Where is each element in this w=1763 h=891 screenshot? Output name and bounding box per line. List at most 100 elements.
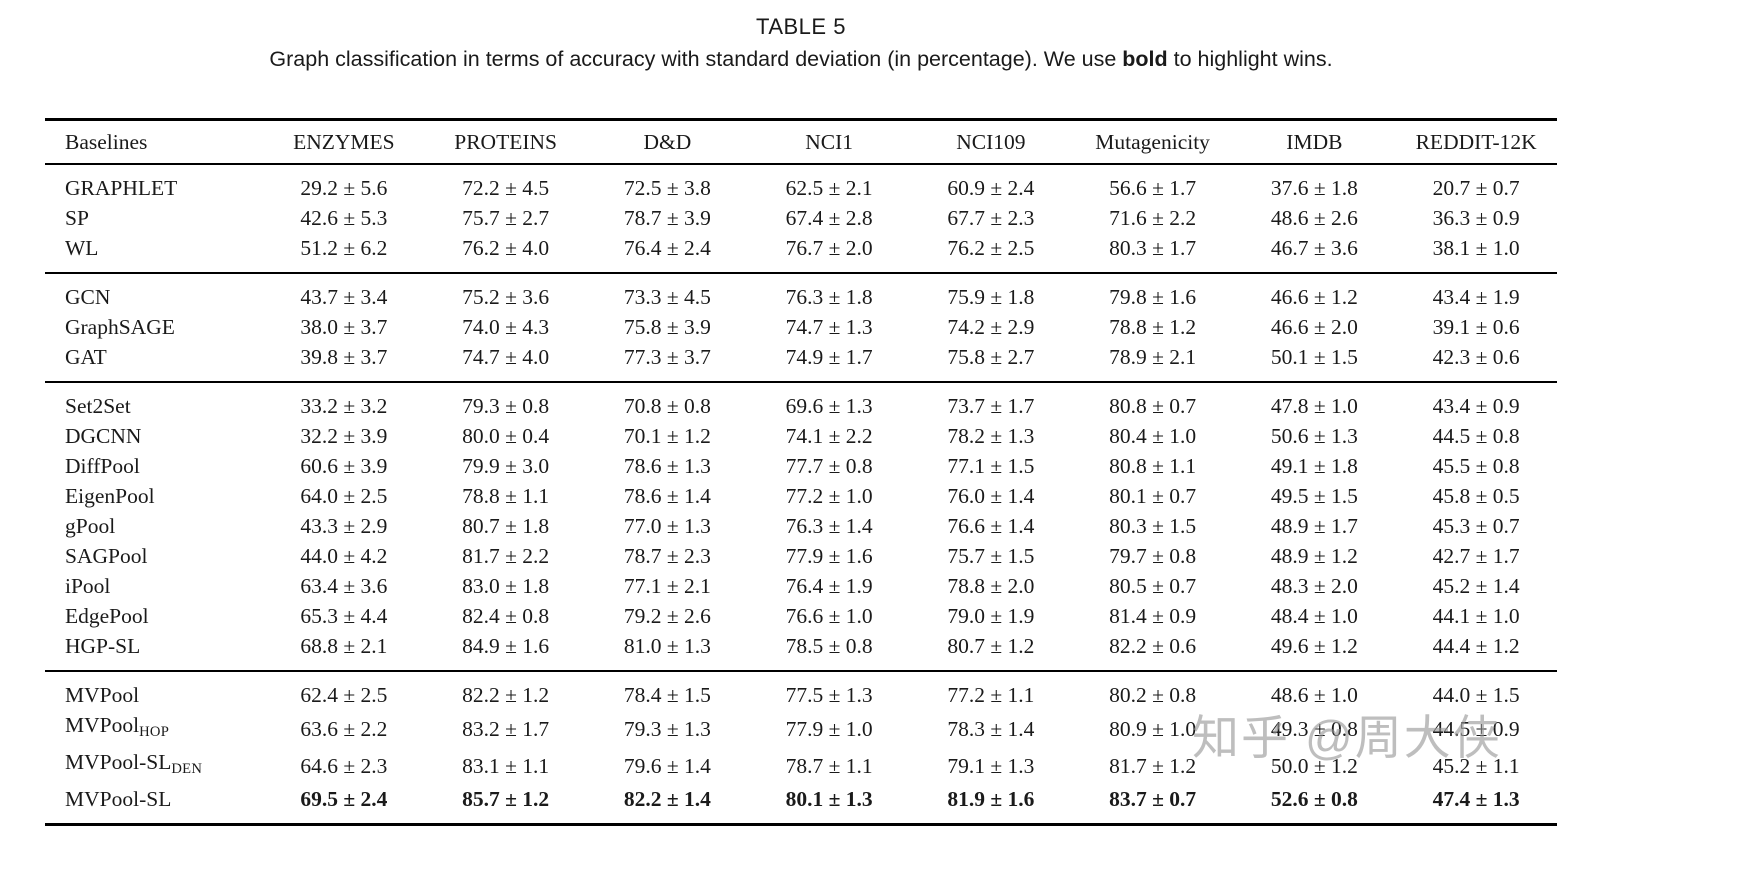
metric-cell: 45.3 ± 0.7 (1432, 514, 1520, 538)
metric-cell: 81.4 ± 0.9 (1109, 604, 1197, 628)
row-label: gPool (65, 514, 116, 538)
metric-cell: 62.5 ± 2.1 (785, 176, 873, 200)
metric-cell: 78.6 ± 1.3 (623, 454, 711, 478)
metric-cell: 78.7 ± 3.9 (623, 206, 711, 230)
metric-cell: 50.6 ± 1.3 (1270, 424, 1358, 448)
metric-cell: 77.7 ± 0.8 (785, 454, 873, 478)
metric-cell: 75.7 ± 1.5 (947, 544, 1035, 568)
table-row: SAGPool 44.0 ± 4.2 81.7 ± 2.2 78.7 ± 2.3 77.… (45, 541, 1557, 571)
metric-cell: 72.2 ± 4.5 (462, 176, 550, 200)
metric-cell: 78.9 ± 2.1 (1109, 345, 1197, 369)
metric-cell: 74.7 ± 1.3 (785, 315, 873, 339)
metric-cell: 77.2 ± 1.0 (785, 484, 873, 508)
metric-cell: 39.8 ± 3.7 (300, 345, 388, 369)
metric-cell: 48.9 ± 1.2 (1270, 544, 1358, 568)
metric-cell: 76.4 ± 2.4 (623, 236, 711, 260)
table-row: DGCNN 32.2 ± 3.9 80.0 ± 0.4 70.1 ± 1.2 74.1 … (45, 421, 1557, 451)
row-label-subscript: DEN (171, 761, 203, 778)
table-row: MVPool-SL 69.5 ± 2.4 85.7 ± 1.2 82.2 ± 1.4 8… (45, 784, 1557, 825)
table-row: MVPool-SLDEN 64.6 ± 2.3 83.1 ± 1.1 79.6 ± 1… (45, 747, 1557, 784)
metric-cell: 43.4 ± 0.9 (1432, 394, 1520, 418)
metric-cell: 33.2 ± 3.2 (300, 394, 388, 418)
row-label: GraphSAGE (65, 315, 175, 339)
metric-cell: 49.5 ± 1.5 (1270, 484, 1358, 508)
metric-cell: 85.7 ± 1.2 (462, 787, 550, 812)
table-row: gPool 43.3 ± 2.9 80.7 ± 1.8 77.0 ± 1.3 76.3 … (45, 511, 1557, 541)
metric-cell: 79.6 ± 1.4 (623, 753, 711, 778)
metric-cell: 44.0 ± 1.5 (1432, 683, 1520, 707)
metric-cell: 78.8 ± 1.2 (1109, 315, 1197, 339)
metric-cell: 77.3 ± 3.7 (623, 345, 711, 369)
row-label: GRAPHLET (65, 176, 178, 200)
metric-cell: 64.6 ± 2.3 (300, 753, 388, 778)
metric-cell: 77.0 ± 1.3 (623, 514, 711, 538)
metric-cell: 77.1 ± 2.1 (623, 574, 711, 598)
metric-cell: 82.4 ± 0.8 (462, 604, 550, 628)
metric-cell: 76.6 ± 1.4 (947, 514, 1035, 538)
metric-cell: 79.9 ± 3.0 (462, 454, 550, 478)
metric-cell: 77.2 ± 1.1 (947, 683, 1035, 707)
metric-cell: 76.3 ± 1.4 (785, 514, 873, 538)
metric-cell: 79.1 ± 1.3 (947, 753, 1035, 778)
metric-cell: 70.8 ± 0.8 (623, 394, 711, 418)
metric-cell: 78.7 ± 1.1 (785, 753, 873, 778)
metric-cell: 47.4 ± 1.3 (1432, 787, 1520, 812)
metric-cell: 80.7 ± 1.2 (947, 634, 1035, 658)
metric-cell: 75.8 ± 3.9 (623, 315, 711, 339)
column-header-dataset: D&D (643, 130, 692, 154)
caption-prefix: Graph classification in terms of accurac… (269, 47, 1123, 71)
table-row: MVPoolHOP 63.6 ± 2.2 83.2 ± 1.7 79.3 ± 1.3 7… (45, 710, 1557, 747)
metric-cell: 78.2 ± 1.3 (947, 424, 1035, 448)
metric-cell: 67.4 ± 2.8 (785, 206, 873, 230)
row-label: EdgePool (65, 604, 149, 628)
metric-cell: 67.7 ± 2.3 (947, 206, 1035, 230)
metric-cell: 80.5 ± 0.7 (1109, 574, 1197, 598)
metric-cell: 78.7 ± 2.3 (623, 544, 711, 568)
row-group-graph-kernels: GRAPHLET 29.2 ± 5.6 72.2 ± 4.5 72.5 ± 3.8 62… (45, 164, 1557, 273)
metric-cell: 78.8 ± 2.0 (947, 574, 1035, 598)
metric-cell: 84.9 ± 1.6 (462, 634, 550, 658)
metric-cell: 44.5 ± 0.9 (1432, 716, 1520, 741)
column-header-dataset: PROTEINS (454, 130, 557, 154)
metric-cell: 50.0 ± 1.2 (1270, 753, 1358, 778)
metric-cell: 46.6 ± 1.2 (1270, 285, 1358, 309)
metric-cell: 46.7 ± 3.6 (1270, 236, 1358, 260)
paper-page: TABLE 5 Graph classification in terms of… (0, 14, 1763, 891)
metric-cell: 38.1 ± 1.0 (1432, 236, 1520, 260)
table-row: SP 42.6 ± 5.3 75.7 ± 2.7 78.7 ± 3.9 67.4 ± 2… (45, 203, 1557, 233)
metric-cell: 43.4 ± 1.9 (1432, 285, 1520, 309)
metric-cell: 76.2 ± 2.5 (947, 236, 1035, 260)
metric-cell: 77.1 ± 1.5 (947, 454, 1035, 478)
metric-cell: 78.3 ± 1.4 (947, 716, 1035, 741)
metric-cell: 49.3 ± 0.8 (1270, 716, 1358, 741)
metric-cell: 64.0 ± 2.5 (300, 484, 388, 508)
metric-cell: 46.6 ± 2.0 (1270, 315, 1358, 339)
metric-cell: 76.4 ± 1.9 (785, 574, 873, 598)
metric-cell: 80.1 ± 1.3 (785, 787, 873, 812)
column-header-dataset: ENZYMES (293, 130, 395, 154)
metric-cell: 43.7 ± 3.4 (300, 285, 388, 309)
metric-cell: 77.9 ± 1.6 (785, 544, 873, 568)
row-label: MVPool-SL (65, 787, 172, 812)
metric-cell: 83.2 ± 1.7 (462, 716, 550, 741)
metric-cell: 80.9 ± 1.0 (1109, 716, 1197, 741)
metric-cell: 36.3 ± 0.9 (1432, 206, 1520, 230)
metric-cell: 79.8 ± 1.6 (1109, 285, 1197, 309)
metric-cell: 32.2 ± 3.9 (300, 424, 388, 448)
metric-cell: 70.1 ± 1.2 (623, 424, 711, 448)
metric-cell: 75.8 ± 2.7 (947, 345, 1035, 369)
metric-cell: 75.9 ± 1.8 (947, 285, 1035, 309)
metric-cell: 42.3 ± 0.6 (1432, 345, 1520, 369)
table-row: GraphSAGE 38.0 ± 3.7 74.0 ± 4.3 75.8 ± 3.9 7… (45, 312, 1557, 342)
metric-cell: 45.5 ± 0.8 (1432, 454, 1520, 478)
table-row: WL 51.2 ± 6.2 76.2 ± 4.0 76.4 ± 2.4 76.7 ± 2… (45, 233, 1557, 273)
metric-cell: 80.1 ± 0.7 (1109, 484, 1197, 508)
metric-cell: 82.2 ± 1.2 (462, 683, 550, 707)
metric-cell: 75.7 ± 2.7 (462, 206, 550, 230)
metric-cell: 77.9 ± 1.0 (785, 716, 873, 741)
column-header-baselines: Baselines (65, 130, 148, 154)
metric-cell: 43.3 ± 2.9 (300, 514, 388, 538)
metric-cell: 48.3 ± 2.0 (1270, 574, 1358, 598)
metric-cell: 65.3 ± 4.4 (300, 604, 388, 628)
metric-cell: 81.7 ± 1.2 (1109, 753, 1197, 778)
